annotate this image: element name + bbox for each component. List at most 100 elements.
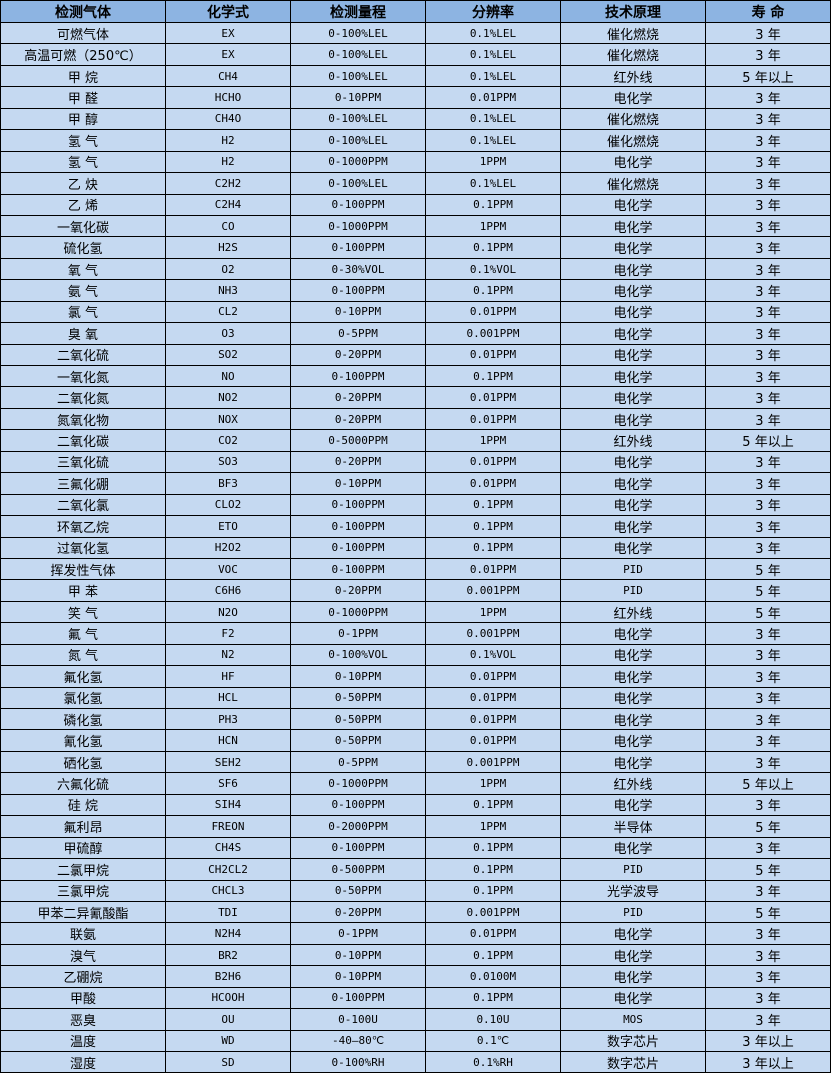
cell-gas-name: 甲 烷	[0, 64, 166, 88]
cell-resolution: 0.1PPM	[425, 193, 561, 216]
cell-gas-name: 过氧化氢	[0, 536, 166, 559]
cell-gas-name: 湿度	[0, 1050, 166, 1074]
cell-detection-range: 0-100PPM	[290, 236, 426, 259]
cell-chemical-formula: WD	[165, 1029, 291, 1053]
cell-gas-name: 氰化氢	[0, 729, 166, 752]
cell-resolution: 0.01PPM	[425, 707, 561, 731]
table-row: 甲硫醇 CH4S 0-100PPM 0.1PPM 电化学 3 年	[0, 836, 831, 860]
cell-gas-name: 温度	[0, 1029, 166, 1053]
cell-technology-principle: 电化学	[560, 86, 706, 109]
cell-technology-principle: 电化学	[560, 472, 706, 495]
cell-detection-range: 0-100PPM	[290, 364, 426, 388]
cell-gas-name: 环氧乙烷	[0, 515, 166, 538]
cell-technology-principle: MOS	[560, 1008, 706, 1031]
cell-chemical-formula: CL2	[165, 300, 291, 324]
cell-lifespan: 3 年	[705, 129, 831, 152]
column-header-resolution: 分辨率	[425, 0, 561, 23]
table-row: 恶臭 OU 0-100U 0.10U MOS 3 年	[0, 1008, 831, 1031]
table-row: 氢 气 H2 0-1000PPM 1PPM 电化学 3 年	[0, 150, 831, 174]
cell-chemical-formula: SO3	[165, 450, 291, 474]
cell-chemical-formula: O3	[165, 322, 291, 345]
table-row: 甲 醛 HCHO 0-10PPM 0.01PPM 电化学 3 年	[0, 86, 831, 109]
table-row: 磷化氢 PH3 0-50PPM 0.01PPM 电化学 3 年	[0, 707, 831, 731]
cell-resolution: 0.1%LEL	[425, 172, 561, 195]
cell-detection-range: 0-100PPM	[290, 493, 426, 517]
cell-resolution: 0.001PPM	[425, 579, 561, 602]
cell-detection-range: 0-5000PPM	[290, 429, 426, 452]
table-row: 氨 气 NH3 0-100PPM 0.1PPM 电化学 3 年	[0, 279, 831, 302]
cell-lifespan: 5 年	[705, 579, 831, 602]
cell-chemical-formula: HCOOH	[165, 986, 291, 1010]
cell-technology-principle: 电化学	[560, 943, 706, 967]
table-row: 湿度 SD 0-100%RH 0.1%RH 数字芯片 3 年以上	[0, 1050, 831, 1074]
cell-lifespan: 3 年	[705, 965, 831, 988]
cell-detection-range: 0-20PPM	[290, 450, 426, 474]
cell-chemical-formula: SEH2	[165, 750, 291, 774]
cell-resolution: 0.1%LEL	[425, 64, 561, 88]
cell-gas-name: 一氧化氮	[0, 364, 166, 388]
cell-technology-principle: 催化燃烧	[560, 172, 706, 195]
column-header-lifespan: 寿 命	[705, 0, 831, 23]
cell-resolution: 0.01PPM	[425, 450, 561, 474]
cell-chemical-formula: CH4	[165, 64, 291, 88]
cell-technology-principle: 电化学	[560, 643, 706, 667]
cell-lifespan: 3 年	[705, 472, 831, 495]
cell-resolution: 0.1PPM	[425, 279, 561, 302]
column-header-chemical-formula: 化学式	[165, 0, 291, 23]
table-row: 三氟化硼 BF3 0-10PPM 0.01PPM 电化学 3 年	[0, 472, 831, 495]
table-row: 二氧化碳 CO2 0-5000PPM 1PPM 红外线 5 年以上	[0, 429, 831, 452]
table-row: 甲 醇 CH4O 0-100%LEL 0.1%LEL 催化燃烧 3 年	[0, 107, 831, 131]
cell-resolution: 0.1PPM	[425, 858, 561, 881]
cell-lifespan: 3 年	[705, 686, 831, 710]
cell-chemical-formula: CHCL3	[165, 879, 291, 902]
cell-resolution: 0.1PPM	[425, 364, 561, 388]
cell-chemical-formula: NO2	[165, 386, 291, 409]
cell-lifespan: 3 年	[705, 836, 831, 860]
cell-gas-name: 甲硫醇	[0, 836, 166, 860]
cell-gas-name: 二氧化硫	[0, 343, 166, 367]
cell-technology-principle: 红外线	[560, 772, 706, 795]
cell-lifespan: 3 年	[705, 343, 831, 367]
cell-gas-name: 三氯甲烷	[0, 879, 166, 902]
cell-technology-principle: 光学波导	[560, 879, 706, 902]
table-row: 甲酸 HCOOH 0-100PPM 0.1PPM 电化学 3 年	[0, 986, 831, 1010]
cell-lifespan: 3 年	[705, 300, 831, 324]
table-row: 二氯甲烷 CH2CL2 0-500PPM 0.1PPM PID 5 年	[0, 858, 831, 881]
cell-detection-range: 0-100%LEL	[290, 21, 426, 45]
cell-resolution: 0.001PPM	[425, 750, 561, 774]
cell-lifespan: 3 年	[705, 193, 831, 216]
cell-gas-name: 二氧化氮	[0, 386, 166, 409]
cell-technology-principle: 电化学	[560, 922, 706, 945]
cell-lifespan: 3 年以上	[705, 1050, 831, 1074]
table-row: 二氧化氮 NO2 0-20PPM 0.01PPM 电化学 3 年	[0, 386, 831, 409]
cell-detection-range: 0-100PPM	[290, 986, 426, 1010]
cell-lifespan: 5 年	[705, 815, 831, 838]
cell-gas-name: 硅 烷	[0, 793, 166, 817]
cell-gas-name: 氢 气	[0, 150, 166, 174]
cell-technology-principle: 电化学	[560, 322, 706, 345]
cell-detection-range: 0-50PPM	[290, 707, 426, 731]
cell-resolution: 0.01PPM	[425, 729, 561, 752]
cell-resolution: 0.1PPM	[425, 515, 561, 538]
cell-technology-principle: 电化学	[560, 750, 706, 774]
cell-chemical-formula: FREON	[165, 815, 291, 838]
cell-chemical-formula: CO2	[165, 429, 291, 452]
cell-chemical-formula: HF	[165, 665, 291, 688]
cell-detection-range: 0-10PPM	[290, 965, 426, 988]
table-row: 氰化氢 HCN 0-50PPM 0.01PPM 电化学 3 年	[0, 729, 831, 752]
cell-lifespan: 3 年	[705, 236, 831, 259]
cell-resolution: 0.001PPM	[425, 900, 561, 924]
table-row: 氯 气 CL2 0-10PPM 0.01PPM 电化学 3 年	[0, 300, 831, 324]
table-row: 乙 炔 C2H2 0-100%LEL 0.1%LEL 催化燃烧 3 年	[0, 172, 831, 195]
cell-resolution: 0.1PPM	[425, 836, 561, 860]
cell-resolution: 0.01PPM	[425, 922, 561, 945]
cell-lifespan: 3 年	[705, 172, 831, 195]
cell-technology-principle: 红外线	[560, 64, 706, 88]
cell-chemical-formula: NO	[165, 364, 291, 388]
table-row: 乙 烯 C2H4 0-100PPM 0.1PPM 电化学 3 年	[0, 193, 831, 216]
table-row: 氮 气 N2 0-100%VOL 0.1%VOL 电化学 3 年	[0, 643, 831, 667]
cell-gas-name: 氟利昂	[0, 815, 166, 838]
cell-technology-principle: 电化学	[560, 386, 706, 409]
cell-technology-principle: 电化学	[560, 729, 706, 752]
